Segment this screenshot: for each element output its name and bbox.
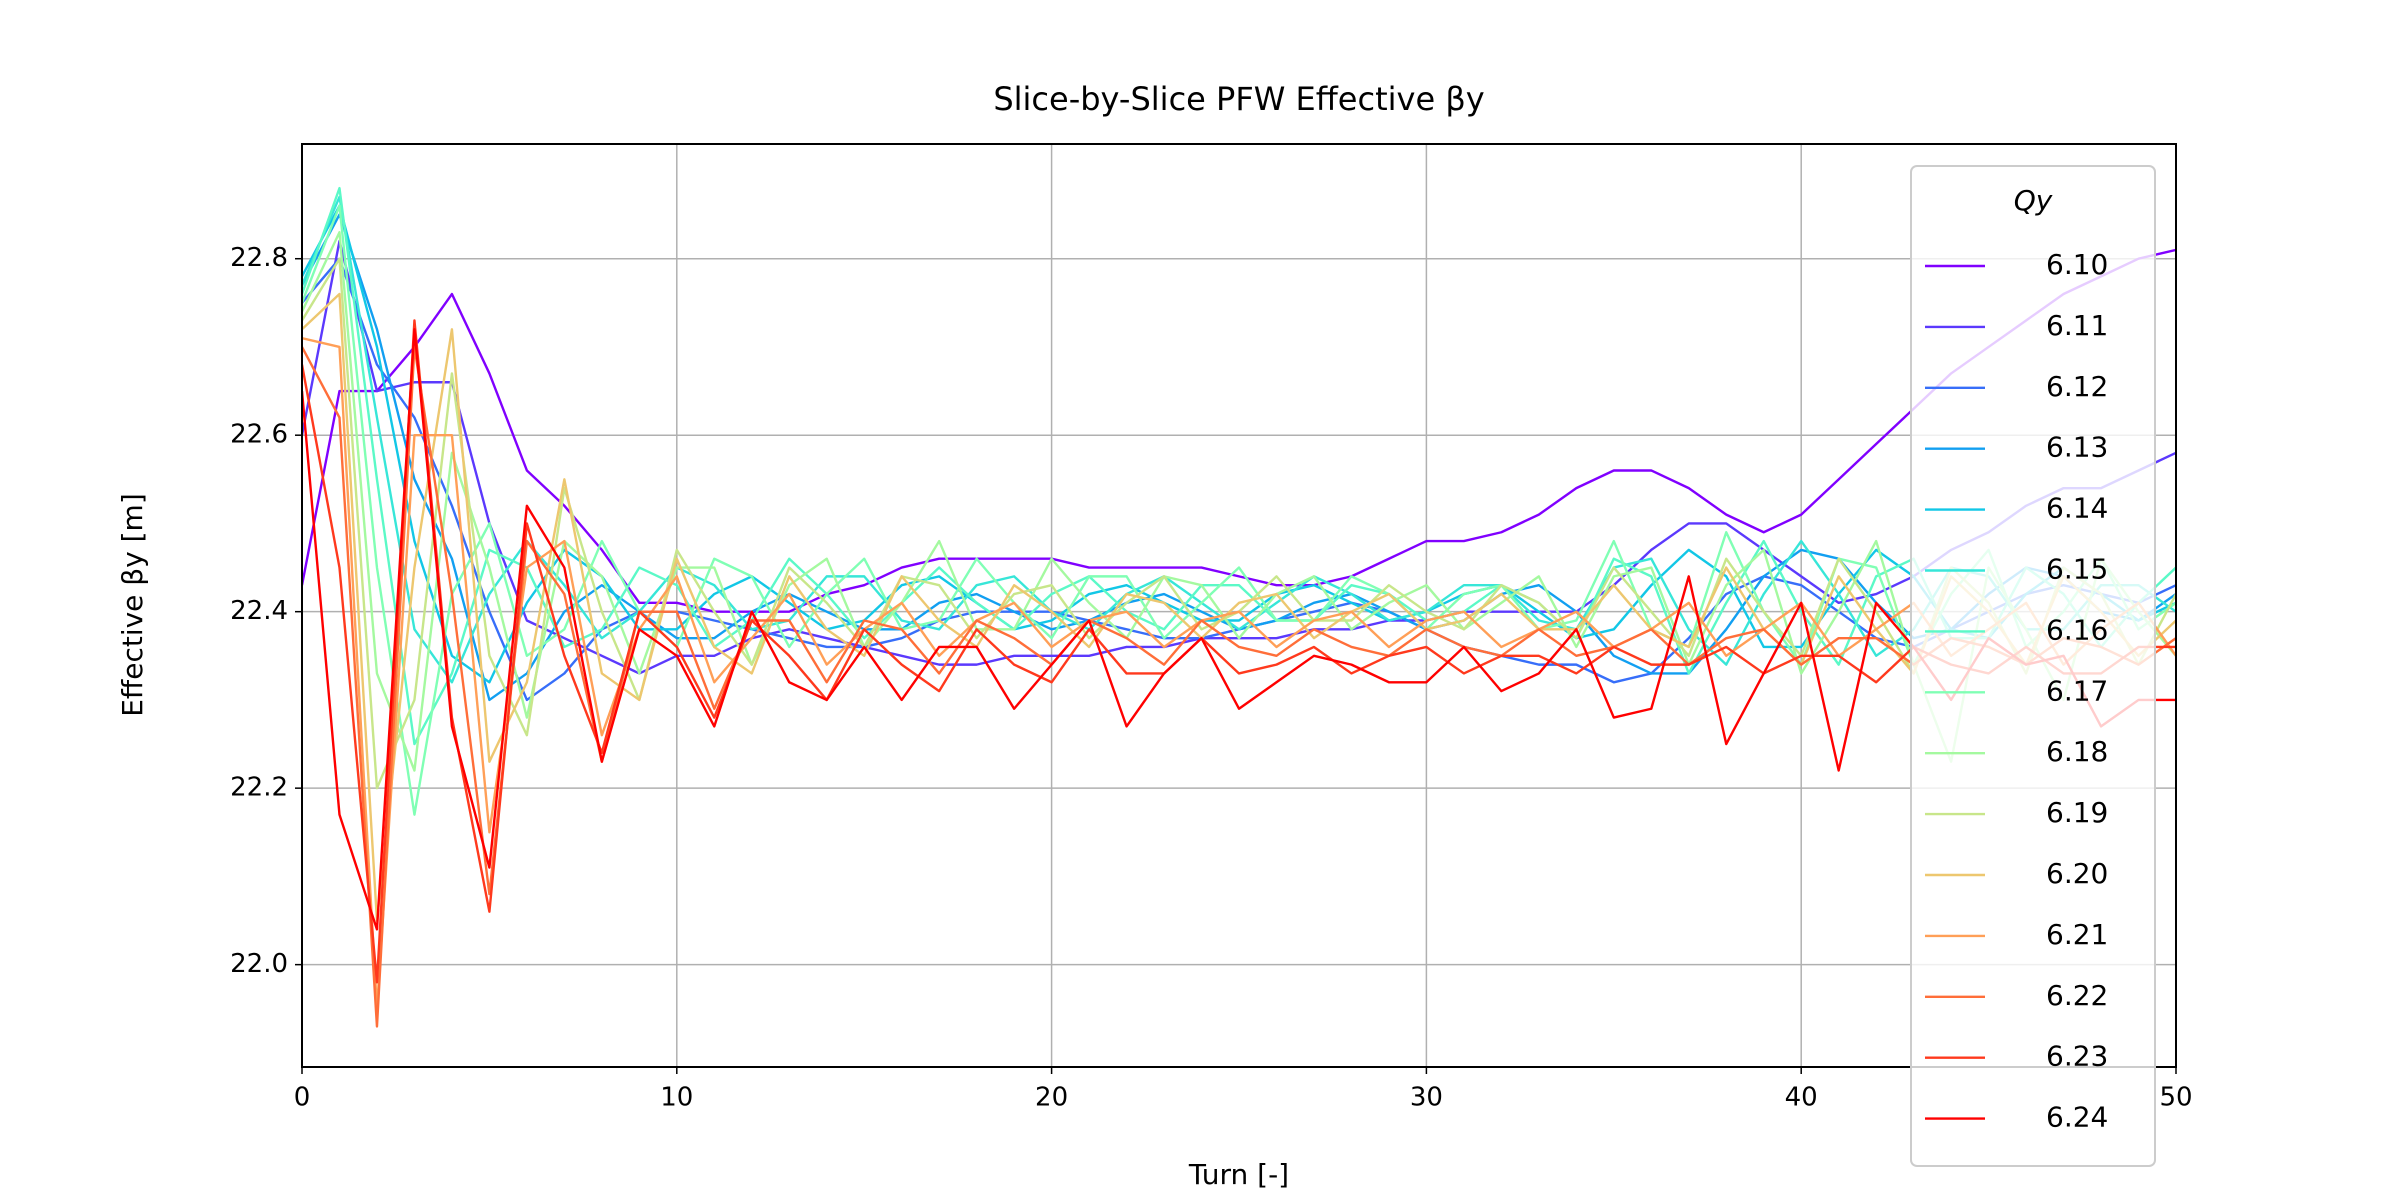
y-tick-label: 22.0 <box>230 949 288 979</box>
legend-label: 6.17 <box>2046 674 2108 707</box>
y-tick-label: 22.6 <box>230 420 288 450</box>
legend-label: 6.14 <box>2046 492 2108 525</box>
legend-label: 6.15 <box>2046 553 2108 586</box>
x-tick-label: 10 <box>660 1083 693 1113</box>
series-line <box>302 292 2176 922</box>
y-tick-label: 22.2 <box>230 773 288 803</box>
series-line <box>302 195 2176 684</box>
legend-label: 6.10 <box>2046 248 2108 281</box>
x-tick-label: 20 <box>1035 1083 1068 1113</box>
plot-frame <box>301 143 2177 1068</box>
x-axis-label: Turn [-] <box>1188 1158 1289 1191</box>
series-line <box>302 248 2176 613</box>
x-tick-label: 30 <box>1410 1083 1443 1113</box>
legend-label: 6.18 <box>2046 735 2108 768</box>
chart-title: Slice-by-Slice PFW Effective βy <box>993 80 1484 118</box>
x-tick-label: 50 <box>2159 1083 2192 1113</box>
legend-box <box>1910 165 2156 1167</box>
legend-label: 6.21 <box>2046 918 2108 951</box>
legend-label: 6.23 <box>2046 1040 2108 1073</box>
legend-title: Qy <box>2014 184 2053 217</box>
legend-label: 6.13 <box>2046 431 2108 464</box>
legend-label: 6.16 <box>2046 613 2108 646</box>
legend-label: 6.19 <box>2046 796 2108 829</box>
y-axis-label: Effective βy [m] <box>116 493 149 717</box>
series-line <box>302 319 2176 984</box>
legend-label: 6.22 <box>2046 979 2108 1012</box>
y-tick-label: 22.8 <box>230 243 288 273</box>
series-line <box>302 345 2176 1028</box>
legend-label: 6.11 <box>2046 309 2108 342</box>
legend: Qy 6.10 6.11 6.12 6.13 6.14 6.15 6.16 6.17 6.18 6… <box>1910 165 2156 1167</box>
series-line <box>302 231 2176 772</box>
x-tick-label: 0 <box>294 1083 311 1113</box>
series-line <box>302 328 2176 931</box>
axes: 0 10 20 30 40 50 22.0 22.2 22.4 22.6 22.8 <box>230 243 2192 1112</box>
legend-label: 6.24 <box>2046 1101 2108 1134</box>
x-tick-label: 40 <box>1785 1083 1818 1113</box>
legend-label: 6.12 <box>2046 370 2108 403</box>
y-tick-label: 22.4 <box>230 596 288 626</box>
legend-label: 6.20 <box>2046 857 2108 890</box>
lines <box>302 186 2176 1028</box>
